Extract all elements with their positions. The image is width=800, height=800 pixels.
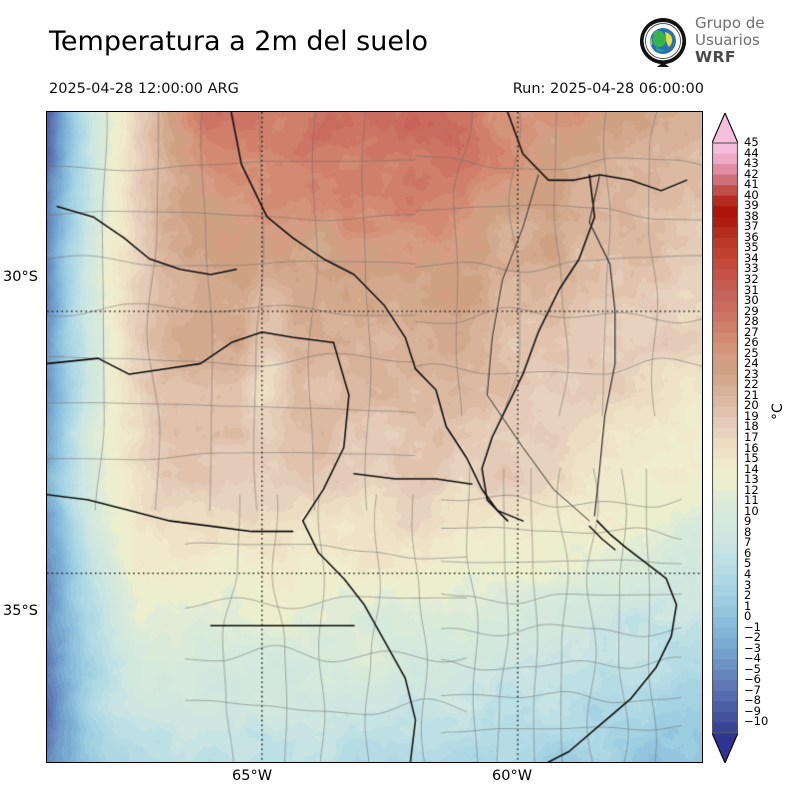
colorbar-tick-11: 11: [744, 493, 759, 508]
colorbar-tick-minus1: −1: [744, 619, 761, 634]
colorbar-tick-4: 4: [744, 566, 752, 581]
valid-time-label: 2025-04-28 12:00:00 ARG: [49, 81, 239, 97]
colorbar-tick-42: 42: [744, 166, 759, 181]
colorbar-tick-37: 37: [744, 219, 759, 234]
colorbar-tick-35: 35: [744, 240, 759, 255]
colorbar-tick-minus7: −7: [744, 682, 761, 697]
wrf-user-group-logo: Grupo de Usuarios WRF: [637, 15, 795, 69]
colorbar-tick-38: 38: [744, 208, 759, 223]
colorbar-tick-27: 27: [744, 324, 759, 339]
colorbar-tick-minus10: −10: [744, 714, 769, 729]
colorbar-tick-7: 7: [744, 535, 752, 550]
colorbar-tick-15: 15: [744, 451, 759, 466]
colorbar-tick-21: 21: [744, 387, 759, 402]
run-time-label: Run: 2025-04-28 06:00:00: [512, 81, 704, 97]
colorbar-tick-45: 45: [744, 135, 759, 149]
colorbar-tick-24: 24: [744, 356, 759, 371]
wrf-globe-seal-icon: [640, 18, 686, 67]
temperature-field-canvas: [47, 112, 702, 762]
colorbar-tick-12: 12: [744, 482, 759, 497]
colorbar-tick-0: 0: [744, 609, 752, 624]
colorbar-tick-36: 36: [744, 229, 759, 244]
colorbar-unit-label: °C: [770, 403, 786, 420]
colorbar-tick-23: 23: [744, 366, 759, 381]
logo-text: Grupo de Usuarios WRF: [695, 15, 765, 66]
axis-label-lon-65w: 65°W: [232, 768, 273, 784]
colorbar-tick-44: 44: [744, 145, 759, 160]
colorbar-tick-26: 26: [744, 335, 759, 350]
colorbar-tick-minus3: −3: [744, 640, 761, 655]
colorbar-tick-34: 34: [744, 250, 759, 265]
colorbar-tick-8: 8: [744, 524, 752, 539]
colorbar-tick-5: 5: [744, 556, 752, 571]
temperature-map[interactable]: [46, 111, 703, 763]
colorbar-tick-28: 28: [744, 314, 759, 329]
colorbar-tick-20: 20: [744, 398, 759, 413]
colorbar-tick-16: 16: [744, 440, 759, 455]
colorbar-tick-29: 29: [744, 303, 759, 318]
colorbar-tick-43: 43: [744, 156, 759, 171]
colorbar-tick-40: 40: [744, 187, 759, 202]
colorbar-tick-30: 30: [744, 293, 759, 308]
page-title: Temperatura a 2m del suelo: [49, 26, 428, 57]
logo-line-1: Grupo de: [695, 14, 765, 32]
colorbar-tick-minus9: −9: [744, 703, 761, 718]
axis-label-lat-35s: 35°S: [3, 603, 38, 619]
logo-line-2: Usuarios: [695, 31, 760, 49]
colorbar-tick-minus6: −6: [744, 672, 761, 687]
colorbar-tick-18: 18: [744, 419, 759, 434]
axis-label-lat-30s: 30°S: [3, 269, 38, 285]
colorbar-tick-1: 1: [744, 598, 752, 613]
colorbar-tick-25: 25: [744, 345, 759, 360]
colorbar-tick-3: 3: [744, 577, 752, 592]
colorbar-tick-13: 13: [744, 472, 759, 487]
colorbar-tick-32: 32: [744, 271, 759, 286]
colorbar-tick-39: 39: [744, 198, 759, 213]
logo-line-3: WRF: [695, 48, 736, 66]
colorbar-tick-31: 31: [744, 282, 759, 297]
colorbar-tick-22: 22: [744, 377, 759, 392]
colorbar-tick-2: 2: [744, 588, 752, 603]
colorbar-tick-19: 19: [744, 408, 759, 423]
colorbar-tick-41: 41: [744, 177, 759, 192]
colorbar-svg: [712, 113, 738, 763]
colorbar-tick-minus2: −2: [744, 630, 761, 645]
colorbar-tick-minus8: −8: [744, 693, 761, 708]
colorbar-tick-minus5: −5: [744, 661, 761, 676]
colorbar-tick-17: 17: [744, 430, 759, 444]
axis-label-lon-60w: 60°W: [492, 768, 533, 784]
colorbar-tick-14: 14: [744, 461, 759, 476]
temperature-colorbar: [712, 113, 738, 763]
colorbar-tick-6: 6: [744, 545, 752, 560]
colorbar-tick-10: 10: [744, 503, 759, 518]
colorbar-tick-9: 9: [744, 514, 752, 529]
colorbar-tick-minus4: −4: [744, 651, 761, 666]
colorbar-tick-33: 33: [744, 261, 759, 276]
